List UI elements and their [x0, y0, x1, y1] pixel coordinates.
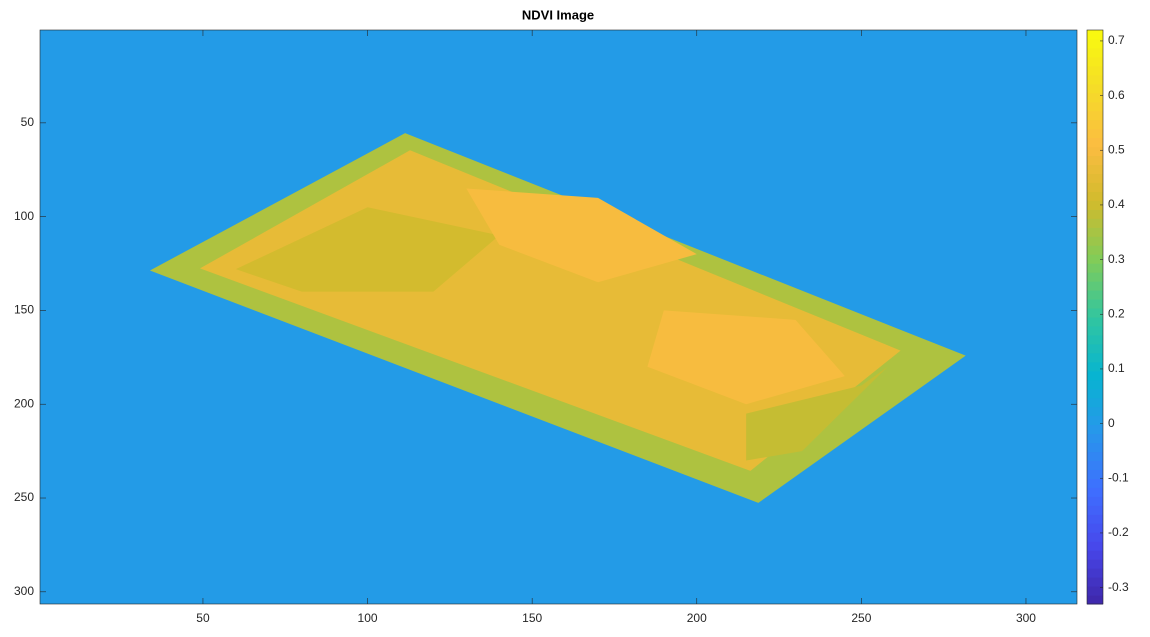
colorbar-cell — [1087, 30, 1103, 39]
colorbar-cell — [1087, 407, 1103, 416]
colorbar-cell — [1087, 156, 1103, 165]
colorbar-cell — [1087, 281, 1103, 290]
x-tick-label: 50 — [196, 611, 210, 625]
chart-title: NDVI Image — [522, 7, 594, 22]
colorbar-cell — [1087, 138, 1103, 147]
colorbar-cell — [1087, 469, 1103, 478]
colorbar-cell — [1087, 317, 1103, 326]
colorbar-tick-label: 0.1 — [1108, 361, 1125, 375]
colorbar-cell — [1087, 353, 1103, 362]
x-tick-label: 150 — [522, 611, 542, 625]
colorbar-cell — [1087, 263, 1103, 272]
colorbar-tick-label: 0.5 — [1108, 142, 1125, 156]
colorbar-cell — [1087, 308, 1103, 317]
x-tick-label: 300 — [1016, 611, 1036, 625]
colorbar-cell — [1087, 120, 1103, 129]
colorbar-cell — [1087, 389, 1103, 398]
colorbar-cell — [1087, 111, 1103, 120]
y-tick-label: 250 — [14, 490, 34, 504]
colorbar-cell — [1087, 523, 1103, 532]
y-tick-label: 50 — [21, 115, 35, 129]
colorbar-tick-label: -0.2 — [1108, 525, 1129, 539]
colorbar-cell — [1087, 236, 1103, 245]
colorbar-tick-label: 0 — [1108, 416, 1115, 430]
colorbar-cell — [1087, 48, 1103, 57]
colorbar-cell — [1087, 57, 1103, 66]
y-tick-label: 200 — [14, 396, 34, 410]
colorbar-cell — [1087, 165, 1103, 174]
colorbar-cell — [1087, 371, 1103, 380]
colorbar-cell — [1087, 227, 1103, 236]
colorbar-cell — [1087, 335, 1103, 344]
colorbar-cell — [1087, 174, 1103, 183]
colorbar-cell — [1087, 84, 1103, 93]
colorbar-cell — [1087, 299, 1103, 308]
colorbar-cell — [1087, 75, 1103, 84]
colorbar-cell — [1087, 254, 1103, 263]
colorbar-cell — [1087, 398, 1103, 407]
colorbar-cell — [1087, 496, 1103, 505]
colorbar-cell — [1087, 559, 1103, 568]
colorbar-cell — [1087, 452, 1103, 461]
colorbar-cell — [1087, 443, 1103, 452]
colorbar-cell — [1087, 541, 1103, 550]
colorbar-cell — [1087, 218, 1103, 227]
colorbar-cell — [1087, 425, 1103, 434]
colorbar-cell — [1087, 461, 1103, 470]
colorbar-cell — [1087, 191, 1103, 200]
colorbar-cell — [1087, 93, 1103, 102]
colorbar-cell — [1087, 129, 1103, 138]
colorbar-cell — [1087, 514, 1103, 523]
x-tick-label: 250 — [851, 611, 871, 625]
x-tick-label: 100 — [358, 611, 378, 625]
colorbar-cell — [1087, 147, 1103, 156]
colorbar-cell — [1087, 209, 1103, 218]
colorbar-cell — [1087, 532, 1103, 541]
colorbar-cell — [1087, 39, 1103, 48]
colorbar-cell — [1087, 478, 1103, 487]
colorbar-cell — [1087, 272, 1103, 281]
colorbar-tick-label: 0.2 — [1108, 306, 1125, 320]
colorbar-cell — [1087, 326, 1103, 335]
colorbar-tick-label: -0.3 — [1108, 580, 1129, 594]
colorbar-cell — [1087, 245, 1103, 254]
colorbar-cell — [1087, 568, 1103, 577]
colorbar-cell — [1087, 362, 1103, 371]
colorbar-cell — [1087, 380, 1103, 389]
y-tick-label: 300 — [14, 584, 34, 598]
y-tick-label: 100 — [14, 209, 34, 223]
colorbar-tick-label: 0.3 — [1108, 252, 1125, 266]
colorbar-cell — [1087, 550, 1103, 559]
colorbar-cell — [1087, 290, 1103, 299]
colorbar-cell — [1087, 344, 1103, 353]
colorbar-tick-label: -0.1 — [1108, 470, 1129, 484]
colorbar-tick-label: 0.7 — [1108, 33, 1125, 47]
colorbar-cell — [1087, 505, 1103, 514]
colorbar-cell — [1087, 182, 1103, 191]
colorbar-cell — [1087, 595, 1103, 604]
x-tick-label: 200 — [687, 611, 707, 625]
colorbar-cell — [1087, 102, 1103, 111]
colorbar-cell — [1087, 434, 1103, 443]
colorbar-cell — [1087, 487, 1103, 496]
colorbar-tick-label: 0.6 — [1108, 88, 1125, 102]
colorbar-cell — [1087, 66, 1103, 75]
y-tick-label: 150 — [14, 303, 34, 317]
colorbar-tick-label: 0.4 — [1108, 197, 1125, 211]
chart: NDVI Image 50 100 150 200 250 300 50 100 150 200 2… — [0, 0, 1150, 632]
colorbar-cell — [1087, 577, 1103, 586]
